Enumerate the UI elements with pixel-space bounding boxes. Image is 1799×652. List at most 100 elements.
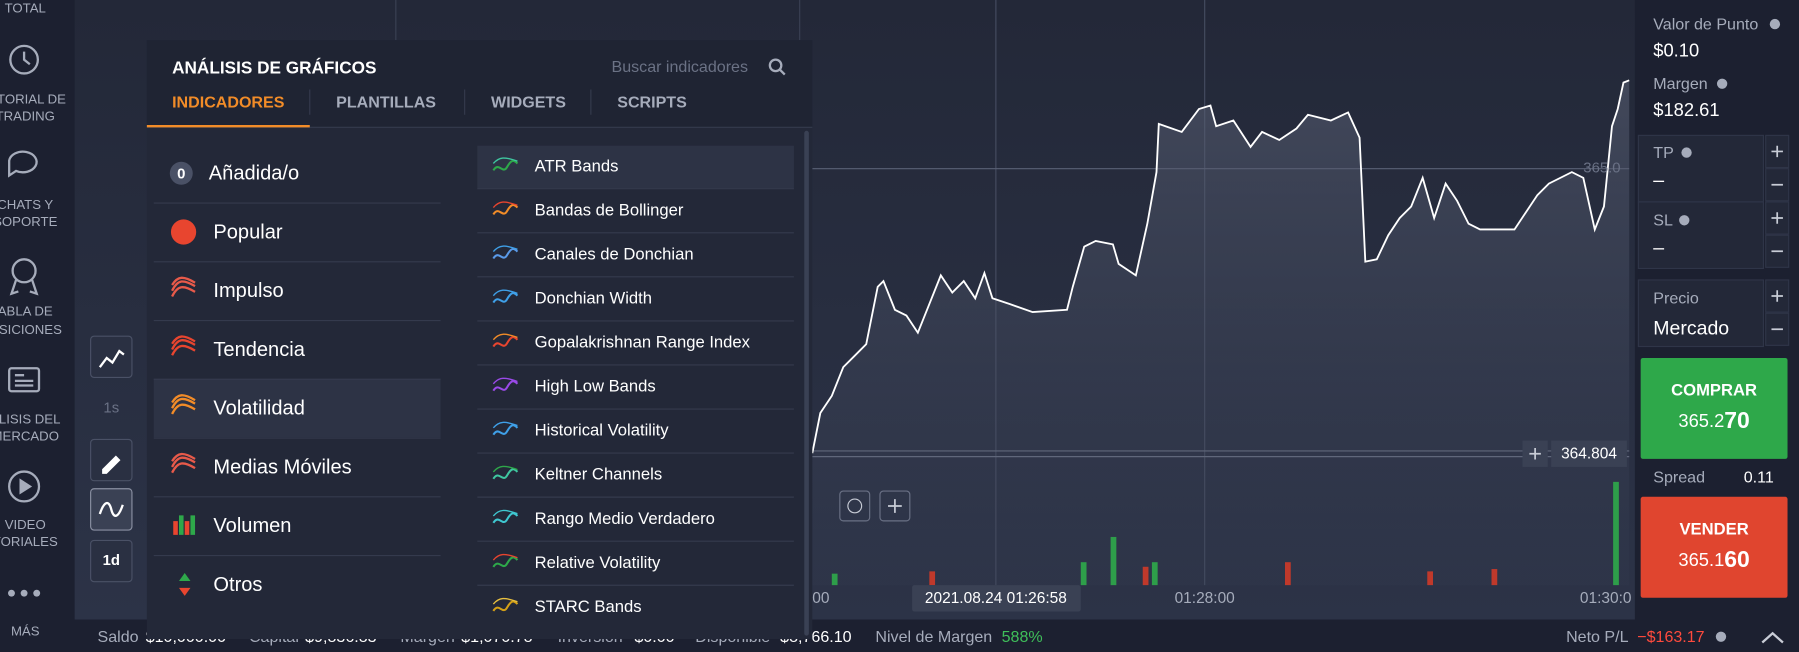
help-icon[interactable] [1715, 631, 1727, 642]
footer-label: Neto P/L [1566, 628, 1629, 646]
tab[interactable]: WIDGETS [491, 94, 566, 112]
indicator-icon [492, 424, 519, 436]
dot [8, 589, 15, 597]
help-icon[interactable] [1716, 78, 1728, 89]
chat-icon[interactable] [8, 150, 38, 178]
tab-dividers [309, 89, 592, 115]
price-area [812, 80, 1630, 586]
indicator[interactable]: Bandas de Bollinger [535, 200, 684, 219]
selected-category [153, 378, 441, 438]
more-icon[interactable] [8, 589, 41, 597]
search-input: Buscar indicadores [612, 58, 748, 76]
sell-button[interactable] [1640, 496, 1788, 598]
indicator-icon [492, 289, 518, 297]
volume-bar [1284, 562, 1291, 586]
buy-price: 365.270 [1678, 407, 1749, 433]
chart-type-button[interactable] [90, 335, 133, 379]
indicator[interactable]: High Low Bands [535, 377, 656, 396]
button-label: COMPRAR [1671, 381, 1757, 400]
price-pips: 60 [1724, 546, 1750, 572]
label: Precio [1653, 290, 1699, 308]
category[interactable]: Tendencia [213, 339, 305, 361]
sidebar-label: TRADING [0, 109, 55, 124]
history-icon[interactable] [9, 44, 40, 75]
price-box[interactable] [1637, 279, 1765, 348]
category-icon [171, 394, 196, 415]
price-pips: 70 [1724, 407, 1750, 433]
indicator[interactable]: Rango Medio Verdadero [535, 509, 715, 528]
panel-title: ANÁLISIS DE GRÁFICOS [172, 57, 376, 77]
indicator[interactable]: STARC Bands [535, 597, 642, 616]
indicator[interactable]: Donchian Width [535, 288, 652, 307]
tab[interactable]: SCRIPTS [617, 94, 687, 112]
indicator-icon [492, 421, 518, 429]
indicator-icon [492, 159, 519, 172]
hovered-indicator [477, 145, 794, 189]
category[interactable]: Otros [213, 574, 262, 596]
buy-button[interactable] [1640, 357, 1788, 459]
stepper-icons [1771, 145, 1783, 331]
volume-bar [1613, 481, 1619, 586]
category[interactable]: Volatilidad [213, 398, 304, 420]
indicator[interactable]: ATR Bands [535, 156, 619, 175]
count-badge [169, 161, 193, 185]
indicator[interactable]: Historical Volatility [535, 421, 670, 440]
zoom-in-button[interactable] [879, 490, 911, 522]
indicator-icon [492, 333, 518, 341]
dot [33, 589, 41, 597]
price-label: 364.804 [1561, 445, 1617, 462]
target-icon [847, 498, 863, 514]
video-icon[interactable] [8, 470, 41, 503]
sl-box[interactable] [1637, 201, 1765, 270]
category-icon [190, 515, 196, 535]
label: TP [1653, 144, 1674, 162]
category-icon [170, 219, 197, 245]
price-label: 365.0 [1583, 161, 1620, 177]
category[interactable]: Volumen [213, 515, 291, 537]
indicator-icon [492, 509, 518, 517]
tp-box[interactable] [1637, 134, 1765, 203]
indicator-icon [492, 245, 518, 253]
indicator[interactable]: Relative Volatility [535, 553, 661, 572]
category[interactable]: Medias Móviles [213, 456, 351, 478]
price-main: 365.2 [1678, 410, 1724, 431]
time-label: 01:30:0 [1580, 590, 1632, 607]
help-icon[interactable] [1681, 147, 1692, 158]
scrollbar[interactable] [804, 130, 809, 636]
search-icon[interactable] [768, 58, 783, 73]
category-icon [171, 452, 196, 474]
indicator[interactable]: Canales de Donchian [535, 244, 694, 263]
indicator-icon [492, 553, 518, 561]
expand-button[interactable] [1761, 631, 1784, 644]
play-icon [19, 478, 33, 495]
period-button[interactable] [90, 539, 133, 583]
category[interactable]: Impulso [213, 280, 283, 302]
help-icon[interactable] [1679, 215, 1690, 226]
category-icon [171, 276, 196, 298]
indicator-icon [492, 377, 518, 385]
help-icon[interactable] [1769, 18, 1781, 30]
category[interactable]: Popular [213, 221, 282, 243]
leaderboard-icon[interactable] [11, 258, 37, 284]
indicator[interactable]: Keltner Channels [535, 465, 663, 484]
indicator-icon [492, 157, 518, 164]
tab[interactable]: PLANTILLAS [336, 94, 436, 112]
category-icon [184, 521, 190, 535]
volume-bar [831, 573, 838, 586]
label: Margen [1653, 75, 1707, 93]
center-button[interactable] [839, 490, 871, 522]
volume-bar [1110, 536, 1117, 586]
indicators-panel [146, 40, 813, 640]
category[interactable]: Añadida/o [209, 163, 299, 185]
indicator[interactable]: Gopalakrishnan Range Index [535, 333, 751, 352]
indicator-icon [492, 380, 519, 392]
label: Valor de Punto [1653, 15, 1758, 33]
volume-bars [831, 481, 1619, 586]
sidebar-label: OSICIONES [0, 322, 62, 337]
volume-bar [1491, 569, 1498, 586]
label: SL [1653, 212, 1673, 230]
content: TOTAL ISTORIAL DE TRADING CHATS Y SOPORTE ABL… [0, 1, 1781, 639]
news-icon[interactable] [8, 367, 41, 393]
indicator-icon [492, 597, 518, 605]
tab[interactable]: INDICADORES [172, 94, 285, 112]
